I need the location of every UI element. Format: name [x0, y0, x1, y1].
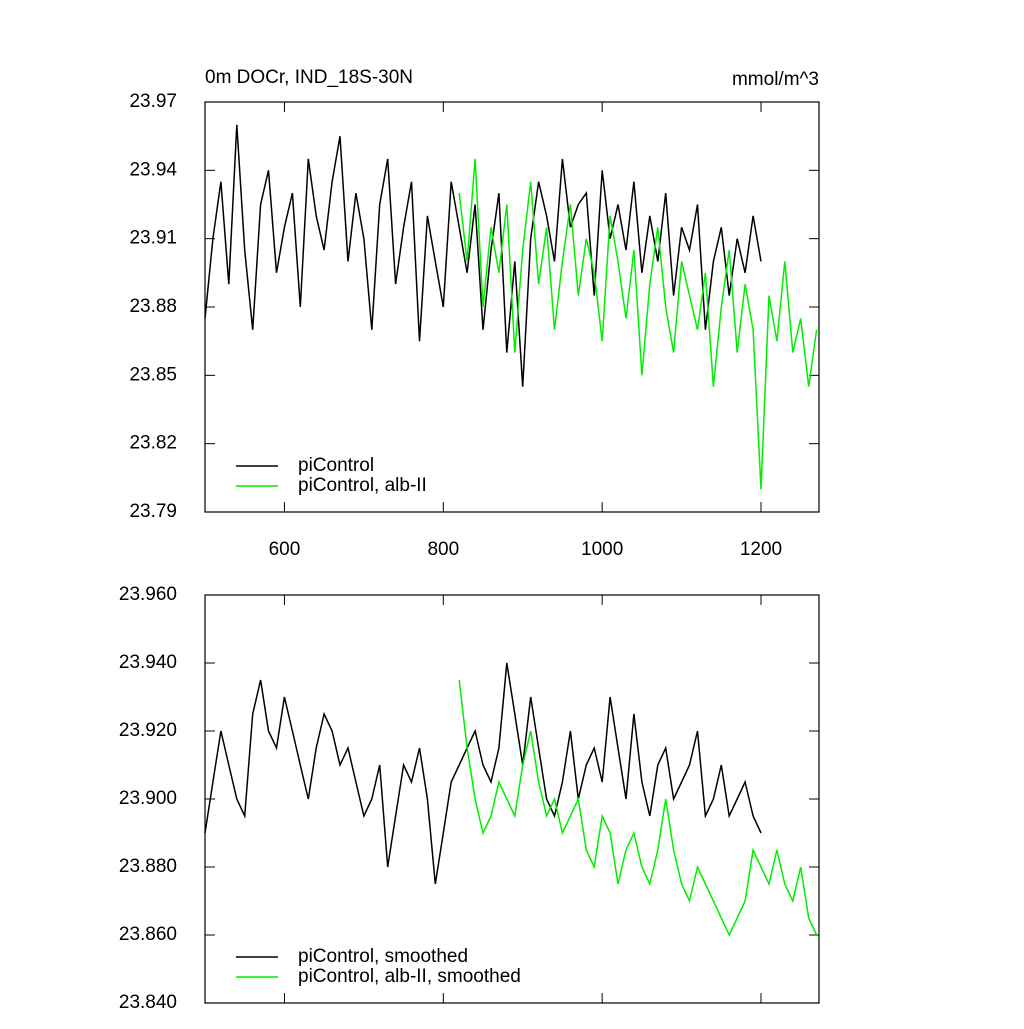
legend-label: piControl, smoothed [298, 946, 468, 967]
y-tick-label: 23.960 [119, 584, 177, 605]
x-tick-label: 600 [269, 539, 301, 560]
x-tick-label: 1000 [581, 539, 623, 560]
data-line [458, 679, 818, 937]
y-tick-label: 23.940 [119, 652, 177, 673]
x-tick-label: 800 [427, 539, 459, 560]
y-tick-label: 23.920 [119, 720, 177, 741]
y-tick-label: 23.840 [119, 992, 177, 1013]
y-tick-label: 23.900 [119, 788, 177, 809]
legend-label: piControl, alb-II [298, 475, 427, 496]
y-tick-label: 23.94 [129, 159, 177, 180]
chart-title: 0m DOCr, IND_18S-30N [205, 67, 413, 88]
legend-label: piControl, alb-II, smoothed [298, 966, 521, 987]
data-line [204, 662, 762, 885]
x-tick-label: 1200 [740, 539, 782, 560]
data-line [458, 158, 818, 490]
y-tick-label: 23.880 [119, 856, 177, 877]
y-tick-label: 23.860 [119, 924, 177, 945]
y-tick-label: 23.97 [129, 91, 177, 112]
y-tick-label: 23.85 [129, 364, 177, 385]
y-tick-label: 23.79 [129, 501, 177, 522]
legend-label: piControl [298, 455, 374, 476]
units-label: mmol/m^3 [732, 69, 819, 90]
y-tick-label: 23.91 [129, 228, 177, 249]
y-tick-label: 23.88 [129, 296, 177, 317]
data-line [204, 124, 762, 387]
y-tick-label: 23.82 [129, 433, 177, 454]
